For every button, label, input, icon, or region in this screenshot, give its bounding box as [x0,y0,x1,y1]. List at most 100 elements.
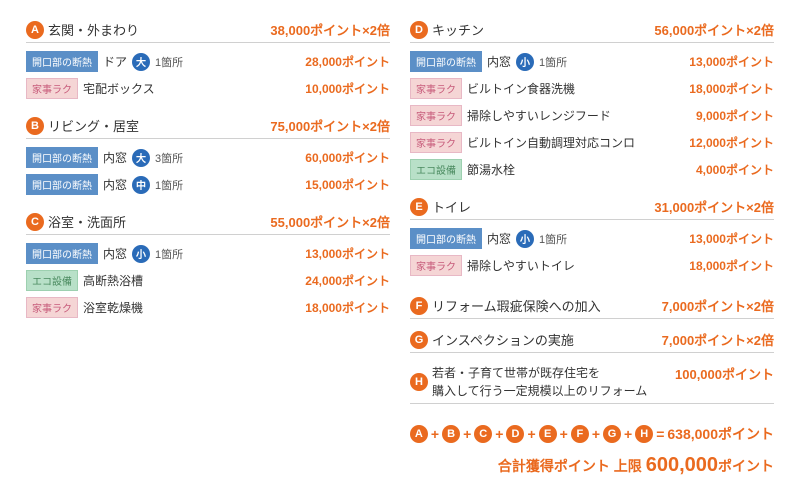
tag: 開口部の断熱 [26,243,98,264]
section-B: Bリビング・居室75,000ポイント×2倍開口部の断熱内窓大3箇所60,000ポ… [26,116,390,198]
total-line: 合計獲得ポイント 上限 600,000ポイント [26,454,774,477]
item-row: エコ設備節湯水栓4,000ポイント [410,156,774,183]
tag: 家事ラク [26,78,78,99]
row-points: 12,000ポイント [689,134,774,151]
section-A: A玄関・外まわり38,000ポイント×2倍開口部の断熱ドア大1箇所28,000ポ… [26,20,390,102]
formula-badge: A [410,425,428,443]
count: 1箇所 [155,177,183,193]
item-text: 宅配ボックス [83,80,155,97]
count: 1箇所 [539,54,567,70]
tag: 開口部の断熱 [26,147,98,168]
item-text: 掃除しやすいトイレ [467,257,575,274]
row-points: 13,000ポイント [689,53,774,70]
section-points: 55,000ポイント×2倍 [270,212,390,231]
item-text: 節湯水栓 [467,161,515,178]
section-C: C浴室・洗面所 55,000ポイント×2倍開口部の断熱内窓小 1箇所 13,000ポイ… [26,212,390,321]
section-E: Eトイレ 31,000ポイント×2倍開口部の断熱内窓小 1箇所 13,000ポイント家… [410,197,774,279]
item-text: ビルトイン自動調理対応コンロ [467,134,635,151]
tag: 開口部の断熱 [26,51,98,72]
section-F: Fリフォーム瑕疵保険への加入7,000ポイント×2倍 [410,293,774,319]
formula-badge: G [603,425,621,443]
tag: 家事ラク [410,132,462,153]
section-points: 31,000ポイント×2倍 [654,197,774,216]
row-points: 18,000ポイント [305,299,390,316]
section-title: 浴室・洗面所 [48,212,126,231]
tag: 家事ラク [26,297,78,318]
item-text: 内窓 [103,176,127,193]
item-row: 開口部の断熱内窓小 1箇所 13,000ポイント [410,48,774,75]
count: 1箇所 [155,54,183,70]
formula-badge: E [539,425,557,443]
item-row: 開口部の断熱ドア大 1箇所 28,000ポイント [26,48,390,75]
item-row: 家事ラク浴室乾燥機 18,000ポイント [26,294,390,321]
size-circle: 大 [132,149,150,167]
badge-B: B [26,117,44,135]
section-points: 38,000ポイント×2倍 [270,20,390,39]
tag: 開口部の断熱 [26,174,98,195]
size-circle: 小 [516,53,534,71]
badge-A: A [26,21,44,39]
item-text: ドア [103,53,127,70]
item-text: ビルトイン食器洗機 [467,80,575,97]
item-row: エコ設備高断熱浴槽 24,000ポイント [26,267,390,294]
size-circle: 小 [516,230,534,248]
item-text: 内窓 [103,149,127,166]
item-row: 家事ラクビルトイン食器洗機 18,000ポイント [410,75,774,102]
section-G: Gインスペクションの実施7,000ポイント×2倍 [410,327,774,353]
section-H: H若者・子育て世帯が既存住宅を購入して行う一定規模以上のリフォーム100,000… [410,361,774,404]
row-points: 13,000ポイント [305,245,390,262]
row-points: 4,000ポイント [696,161,774,178]
item-row: 開口部の断熱内窓小 1箇所 13,000ポイント [26,240,390,267]
section-points: 56,000ポイント×2倍 [654,20,774,39]
size-circle: 中 [132,176,150,194]
item-row: 家事ラク掃除しやすいレンジフード9,000ポイント [410,102,774,129]
item-text: 高断熱浴槽 [83,272,143,289]
size-circle: 大 [132,53,150,71]
item-row: 開口部の断熱内窓中 1箇所 15,000ポイント [26,171,390,198]
badge-F: F [410,297,428,315]
badge-D: D [410,21,428,39]
row-points: 18,000ポイント [689,257,774,274]
row-points: 24,000ポイント [305,272,390,289]
section-title: リビング・居室 [48,116,139,135]
tag: 開口部の断熱 [410,228,482,249]
section-title: キッチン [432,20,484,39]
tag: 家事ラク [410,255,462,276]
count: 1箇所 [539,231,567,247]
item-row: 家事ラクビルトイン自動調理対応コンロ 12,000ポイント [410,129,774,156]
item-text: 浴室乾燥機 [83,299,143,316]
item-row: 開口部の断熱内窓大 3箇所 60,000ポイント [26,144,390,171]
item-text: 内窓 [487,230,511,247]
formula-badge: B [442,425,460,443]
item-row: 開口部の断熱内窓小 1箇所 13,000ポイント [410,225,774,252]
badge-H: H [410,373,428,391]
row-points: 13,000ポイント [689,230,774,247]
formula-badge: H [635,425,653,443]
tag: 開口部の断熱 [410,51,482,72]
row-points: 28,000ポイント [305,53,390,70]
row-points: 60,000ポイント [305,149,390,166]
badge-E: E [410,198,428,216]
formula-badge: C [474,425,492,443]
badge-G: G [410,331,428,349]
row-points: 10,000ポイント [305,80,390,97]
section-title: トイレ [432,197,471,216]
row-points: 15,000ポイント [305,176,390,193]
formula-line: A+B+C+D+E+F+G+H=638,000ポイント [26,424,774,444]
item-text: 内窓 [103,245,127,262]
item-row: 家事ラク掃除しやすいトイレ 18,000ポイント [410,252,774,279]
item-row: 家事ラク宅配ボックス 10,000ポイント [26,75,390,102]
tag: エコ設備 [26,270,78,291]
count: 1箇所 [155,246,183,262]
item-text: 内窓 [487,53,511,70]
row-points: 18,000ポイント [689,80,774,97]
count: 3箇所 [155,150,183,166]
section-points: 7,000ポイント×2倍 [662,296,774,315]
section-title: 若者・子育て世帯が既存住宅を購入して行う一定規模以上のリフォーム [432,364,647,400]
tag: 家事ラク [410,78,462,99]
tag: 家事ラク [410,105,462,126]
size-circle: 小 [132,245,150,263]
badge-C: C [26,213,44,231]
formula-badge: D [506,425,524,443]
row-points: 9,000ポイント [696,107,774,124]
